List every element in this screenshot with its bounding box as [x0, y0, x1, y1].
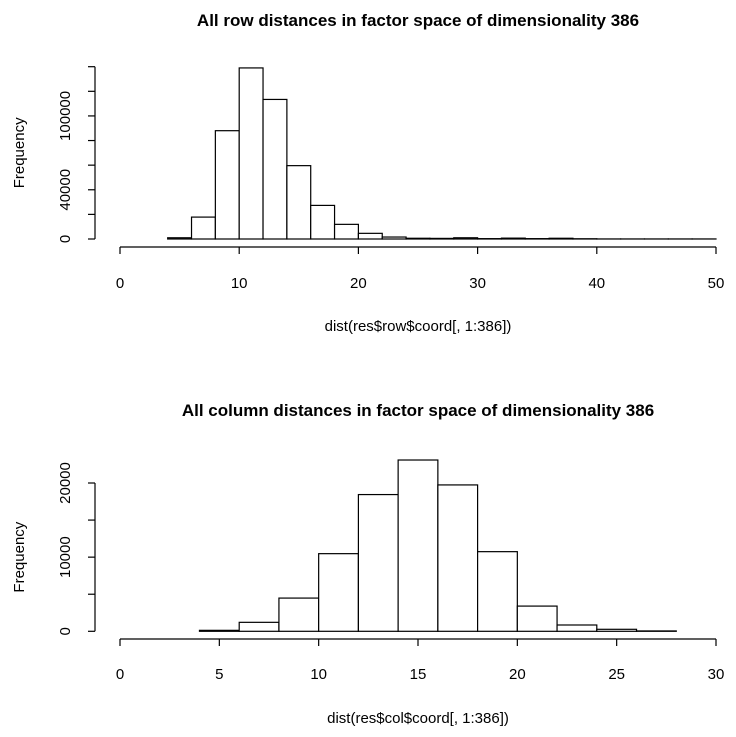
y-tick-label: 0 — [57, 235, 74, 243]
x-tick-label: 20 — [509, 666, 526, 683]
x-tick-label: 50 — [708, 275, 725, 292]
x-axis-label: dist(res$row$coord[, 1:386]) — [325, 318, 512, 335]
histogram-bar — [358, 495, 398, 632]
x-tick-label: 30 — [708, 666, 725, 683]
histogram-bar — [517, 606, 557, 631]
histogram-bar — [549, 238, 573, 239]
histogram-bar — [557, 625, 597, 631]
x-tick-label: 15 — [410, 666, 427, 683]
y-tick-label: 10000 — [57, 536, 74, 578]
histogram-bar — [501, 238, 525, 239]
histogram-bar — [215, 131, 239, 239]
x-tick-label: 5 — [215, 666, 223, 683]
x-tick-label: 0 — [116, 666, 124, 683]
y-axis-label: Frequency — [11, 117, 28, 188]
histogram-bar — [311, 205, 335, 239]
y-tick-label: 100000 — [57, 91, 74, 141]
histogram-bar — [239, 68, 263, 239]
histogram-bar — [358, 233, 382, 239]
x-tick-label: 20 — [350, 275, 367, 292]
x-tick-label: 40 — [588, 275, 605, 292]
x-axis-label: dist(res$col$coord[, 1:386]) — [327, 710, 509, 727]
histogram-bar — [335, 224, 359, 239]
chart-title: All row distances in factor space of dim… — [197, 11, 639, 30]
histogram-bar — [382, 237, 406, 239]
chart-title: All column distances in factor space of … — [182, 401, 654, 420]
histogram-bar — [438, 485, 478, 631]
histogram-bar — [478, 552, 518, 632]
x-tick-label: 0 — [116, 275, 124, 292]
histogram-bar — [263, 99, 287, 239]
histogram-bar — [398, 460, 438, 631]
histogram-bar — [406, 238, 430, 239]
y-tick-label: 20000 — [57, 462, 74, 504]
y-axis-label: Frequency — [11, 521, 28, 592]
histogram-bar — [168, 238, 192, 239]
histogram-bar — [279, 598, 319, 631]
histogram-bar — [199, 630, 239, 631]
histogram-bar — [430, 238, 454, 239]
y-tick-label: 40000 — [57, 169, 74, 211]
x-tick-label: 30 — [469, 275, 486, 292]
y-tick-label: 0 — [57, 627, 74, 635]
histogram-bar — [287, 166, 311, 239]
x-tick-label: 25 — [608, 666, 625, 683]
histogram-bar — [239, 622, 279, 631]
x-tick-label: 10 — [231, 275, 248, 292]
histogram-bar — [319, 554, 359, 632]
histogram-bar — [454, 238, 478, 239]
histogram-bar — [192, 217, 216, 239]
x-tick-label: 10 — [310, 666, 327, 683]
histogram-bar — [597, 629, 637, 631]
